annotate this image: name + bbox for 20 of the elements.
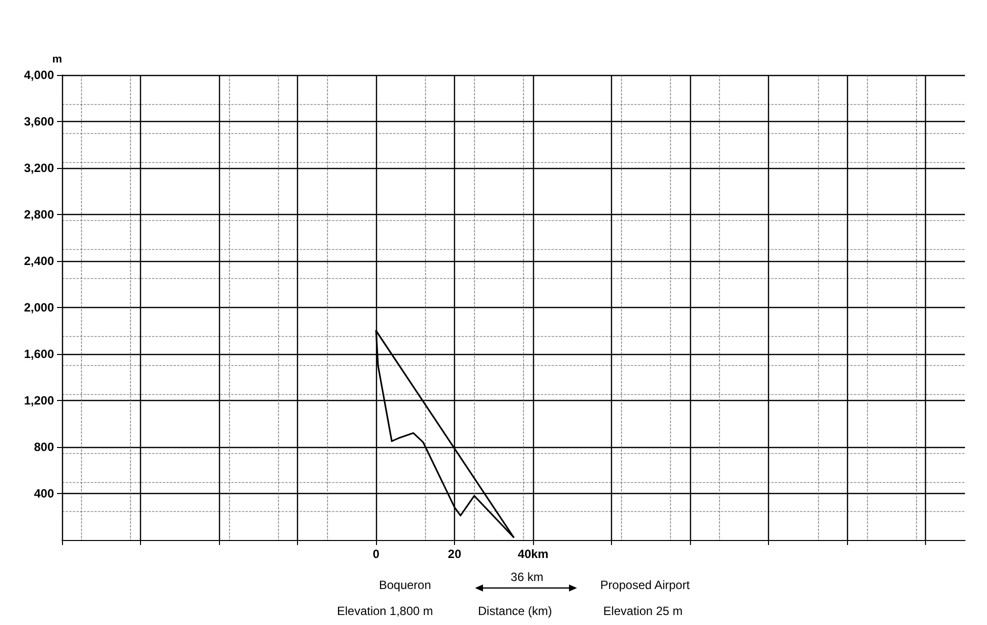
y-tick-label: 800 [34,440,54,454]
y-tick-label: 3,200 [24,161,54,175]
x-tick-label: 0 [372,547,380,561]
text: Boqueron [378,578,432,592]
y-axis-title: m [52,54,62,66]
text: Proposed Airport [600,578,690,592]
y-tick-label: 400 [34,486,54,500]
y-tick-label: 1,200 [24,394,54,408]
y-tick-label: 2,800 [24,208,54,222]
x-tick-label: 20 [448,547,462,561]
text: Elevation 1,800 m [336,604,434,618]
text: 36 km [510,570,544,584]
y-tick-label: 4,000 [24,68,54,82]
y-tick-label: 2,000 [24,300,54,314]
x-axis-title: Distance (km) [478,604,552,618]
y-tick-label: 1,600 [24,347,54,361]
y-tick-label: 3,600 [24,114,54,128]
y-tick-label: 2,400 [24,254,54,268]
text: Elevation 25 m [603,604,683,618]
x-tick-label: 40km [518,547,548,561]
